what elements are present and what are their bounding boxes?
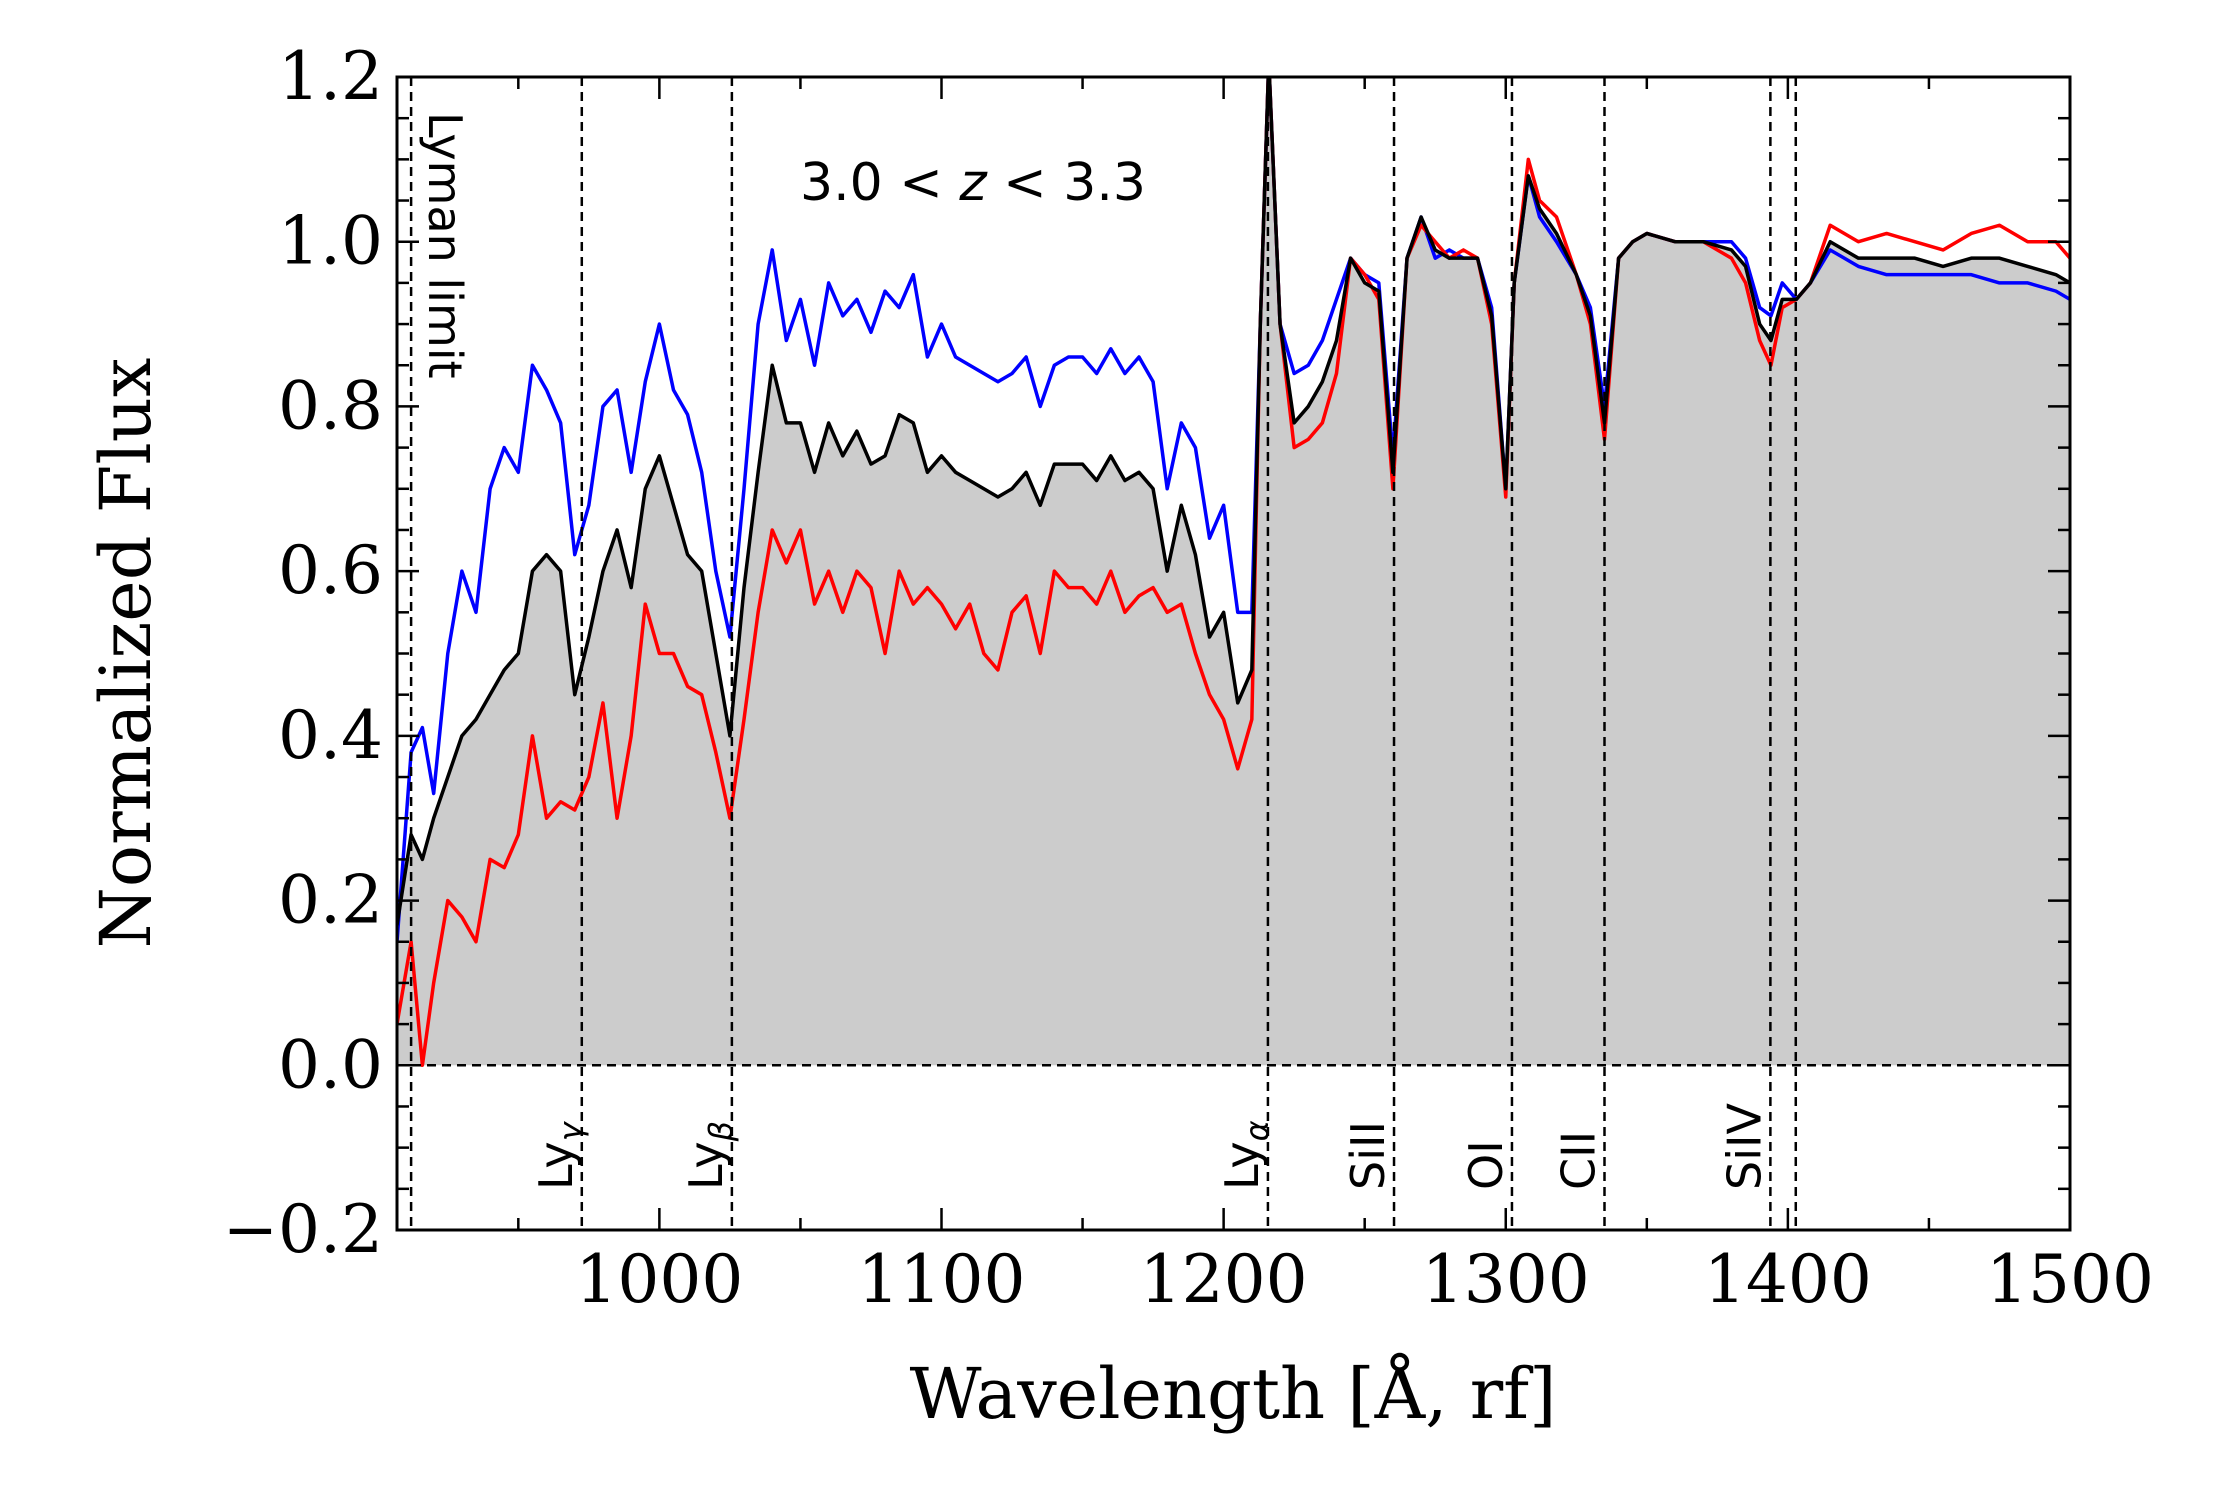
x-tick-label: 1000 xyxy=(575,1241,743,1318)
redshift-annotation: 3.0 < z < 3.3 xyxy=(800,153,1146,213)
feature-label-5: OI xyxy=(1459,1140,1513,1190)
tick-labels: 1000 1100 1200 1300 1400 1500 −0.2 0.0 0.2 0.4 0.6… xyxy=(223,38,2154,1318)
annotation-text-post: < 3.3 xyxy=(987,153,1146,213)
feature-label-7: SiIV xyxy=(1717,1102,1771,1190)
y-tick-label: 0.4 xyxy=(278,697,383,774)
feature-label-2: Lyβ xyxy=(679,1121,740,1190)
x-tick-label: 1500 xyxy=(1986,1241,2154,1318)
axis-ticks xyxy=(397,75,2072,1232)
mean-fill-area xyxy=(397,77,2070,1066)
feature-label-3: Lyα xyxy=(1215,1120,1276,1190)
y-axis-label: Normalized Flux xyxy=(85,358,167,949)
y-tick-label: 1.0 xyxy=(278,203,383,280)
feature-labels: Lyman limit Lyγ Lyβ Lyα SiII OI CII SiIV xyxy=(418,112,1771,1190)
x-axis-label: Wavelength [Å, rf] xyxy=(910,1353,1557,1435)
y-tick-label: 0.2 xyxy=(278,862,383,939)
y-tick-label: 1.2 xyxy=(278,38,383,115)
x-tick-label: 1300 xyxy=(1422,1241,1590,1318)
feature-label-1: Lyγ xyxy=(529,1120,590,1190)
y-tick-label: 0.6 xyxy=(278,532,383,609)
plot-frame xyxy=(395,75,2072,1232)
feature-label-6: CII xyxy=(1551,1131,1605,1190)
feature-label-lyman-limit: Lyman limit xyxy=(418,112,472,379)
y-tick-label: 0.0 xyxy=(278,1026,383,1103)
series-line-2 xyxy=(397,77,2070,926)
y-tick-label: 0.8 xyxy=(278,367,383,444)
x-tick-label: 1400 xyxy=(1704,1241,1872,1318)
series-layer xyxy=(397,77,2070,1068)
annotation-variable: z xyxy=(958,153,988,213)
x-tick-label: 1200 xyxy=(1140,1241,1308,1318)
y-tick-label: −0.2 xyxy=(223,1191,383,1268)
feature-lines xyxy=(409,77,1798,1230)
feature-label-4: SiII xyxy=(1341,1121,1395,1190)
x-tick-label: 1100 xyxy=(858,1241,1026,1318)
annotation-text-pre: 3.0 < xyxy=(800,153,959,213)
fill-region xyxy=(397,77,2070,1066)
